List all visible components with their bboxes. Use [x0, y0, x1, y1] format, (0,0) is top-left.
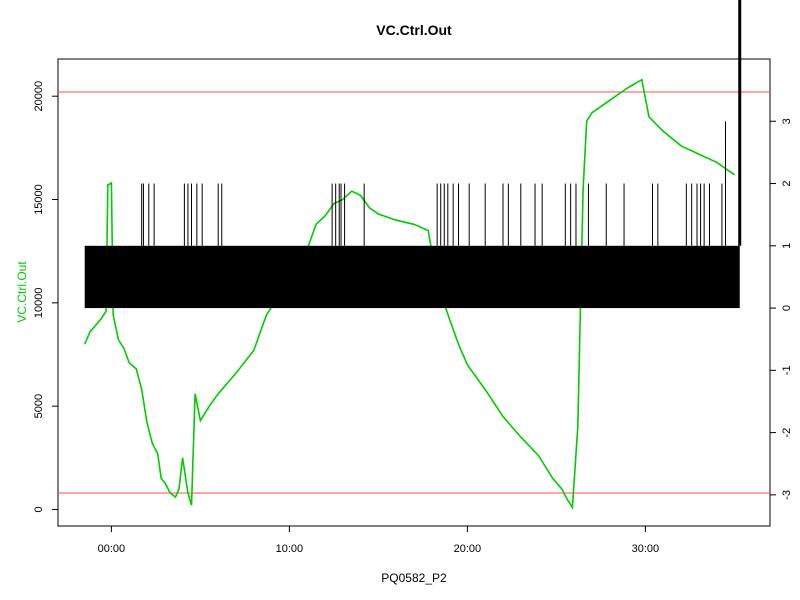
y2-tick-label-2: -1: [781, 365, 793, 375]
x-axis-label: PQ0582_P2: [381, 571, 447, 585]
y2-tick-label-5: 2: [781, 180, 793, 186]
y-axis-right: -3 -2 -1 0 1 2 3: [770, 118, 793, 500]
x-axis: 00:00 10:00 20:00 30:00: [98, 526, 660, 555]
y-tick-label-0: 0: [33, 506, 45, 512]
y-axis-left: 0 5000 10000 15000 20000: [33, 81, 58, 513]
marker-band: [84, 245, 740, 309]
x-tick-label-1: 10:00: [276, 543, 304, 555]
x-tick-label-2: 20:00: [454, 543, 482, 555]
marker-layer: [84, 0, 742, 309]
plot-frame: [57, 58, 771, 527]
series-line-0: [83, 78, 735, 510]
y-tick-label-2: 10000: [33, 288, 45, 319]
x-tick-label-0: 00:00: [98, 543, 126, 555]
y-tick-label-3: 15000: [33, 184, 45, 215]
chart-title: VC.Ctrl.Out: [376, 22, 452, 38]
y2-tick-label-4: 1: [781, 243, 793, 249]
y2-tick-label-6: 3: [781, 118, 793, 124]
y-tick-label-1: 5000: [33, 394, 45, 418]
y2-tick-label-1: -2: [781, 428, 793, 438]
series-layer: [83, 78, 735, 510]
y2-tick-label-0: -3: [781, 490, 793, 500]
y-tick-label-4: 20000: [33, 81, 45, 112]
y-axis-label: VC.Ctrl.Out: [15, 261, 29, 323]
y2-tick-label-3: 0: [781, 305, 793, 311]
x-tick-label-3: 30:00: [632, 543, 660, 555]
